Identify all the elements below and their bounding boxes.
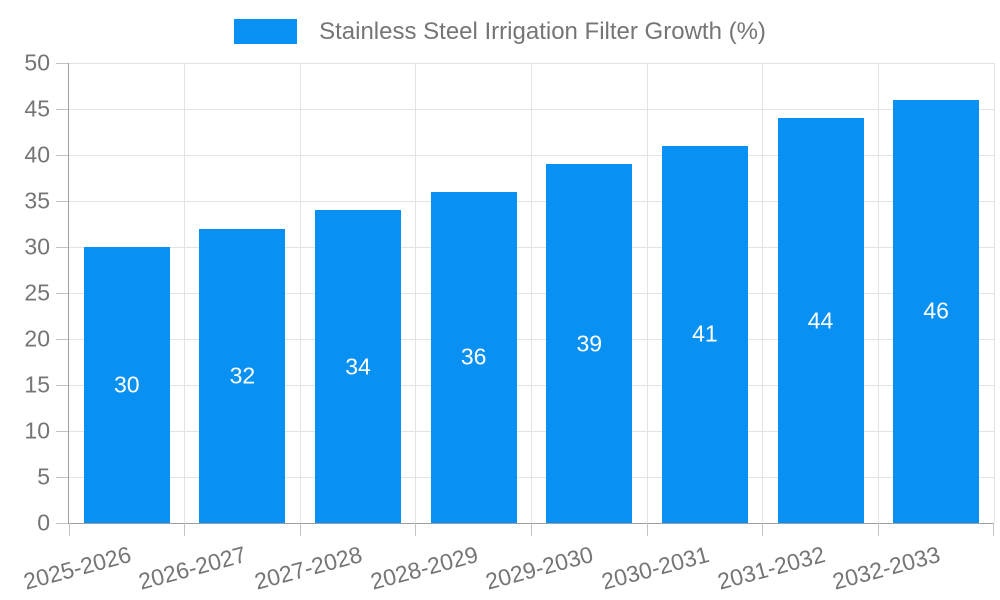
y-axis-label: 40 [24,141,50,168]
bar[interactable]: 36 [430,191,517,523]
x-tick [877,523,879,536]
v-gridline [415,63,417,523]
y-tick [56,338,68,340]
v-gridline [877,63,879,523]
bar[interactable]: 32 [199,228,286,523]
legend[interactable]: Stainless Steel Irrigation Filter Growth… [0,17,1000,45]
y-axis-label: 35 [24,187,50,214]
v-gridline [762,63,764,523]
bar-value-label: 41 [692,320,718,347]
y-tick [56,430,68,432]
y-axis-label: 45 [24,95,50,122]
y-tick [56,476,68,478]
y-tick [56,246,68,248]
bar[interactable]: 34 [315,210,402,523]
bar-value-label: 30 [114,371,140,398]
x-axis-label: 2027-2028 [251,541,365,595]
y-tick [56,62,68,64]
y-axis-label: 10 [24,417,50,444]
bar-value-label: 39 [576,330,603,357]
y-axis-label: 25 [24,279,50,306]
v-gridline [299,63,301,523]
x-tick [415,523,417,536]
bar-value-label: 46 [923,297,949,324]
x-axis-label: 2032-2033 [829,541,943,595]
y-axis-label: 0 [37,509,50,536]
bar[interactable]: 30 [83,247,170,523]
x-axis-label: 2030-2031 [598,541,712,595]
bar[interactable]: 44 [777,118,864,523]
x-tick [184,523,186,536]
x-tick [299,523,301,536]
legend-swatch-icon [234,19,298,44]
bar[interactable]: 39 [546,164,633,523]
x-tick [68,523,70,536]
v-gridline [993,63,995,523]
bar-value-label: 44 [807,307,834,334]
bar-value-label: 36 [460,343,487,370]
x-axis-label: 2031-2032 [714,541,828,595]
plot-area: 0 5 10 15 20 25 30 35 40 45 50 30 2025-2026 32 2026-20… [21,50,995,595]
y-axis-label: 30 [24,233,50,260]
y-axis-label: 20 [24,325,50,352]
x-tick [646,523,648,536]
v-gridline [646,63,648,523]
y-tick [56,522,68,524]
x-tick [993,523,994,536]
y-axis-label: 15 [24,371,50,398]
v-gridline [531,63,532,523]
legend-label: Stainless Steel Irrigation Filter Growth… [319,17,766,45]
y-axis-label: 50 [24,49,50,76]
y-tick [56,384,68,386]
y-tick [56,200,68,202]
y-axis-label: 5 [37,463,50,490]
x-axis-label: 2029-2030 [483,541,597,595]
bar-value-label: 34 [345,353,371,380]
x-tick [531,523,532,536]
x-axis-label: 2026-2027 [136,541,250,595]
x-axis-label: 2028-2029 [367,541,481,595]
bar[interactable]: 41 [661,145,748,523]
y-tick [56,292,68,294]
x-axis-label: 2025-2026 [20,541,134,595]
x-tick [762,523,764,536]
bar[interactable]: 46 [893,99,980,523]
bar-value-label: 32 [229,362,256,389]
y-tick [56,154,68,156]
v-gridline [184,63,186,523]
y-tick [56,108,68,110]
